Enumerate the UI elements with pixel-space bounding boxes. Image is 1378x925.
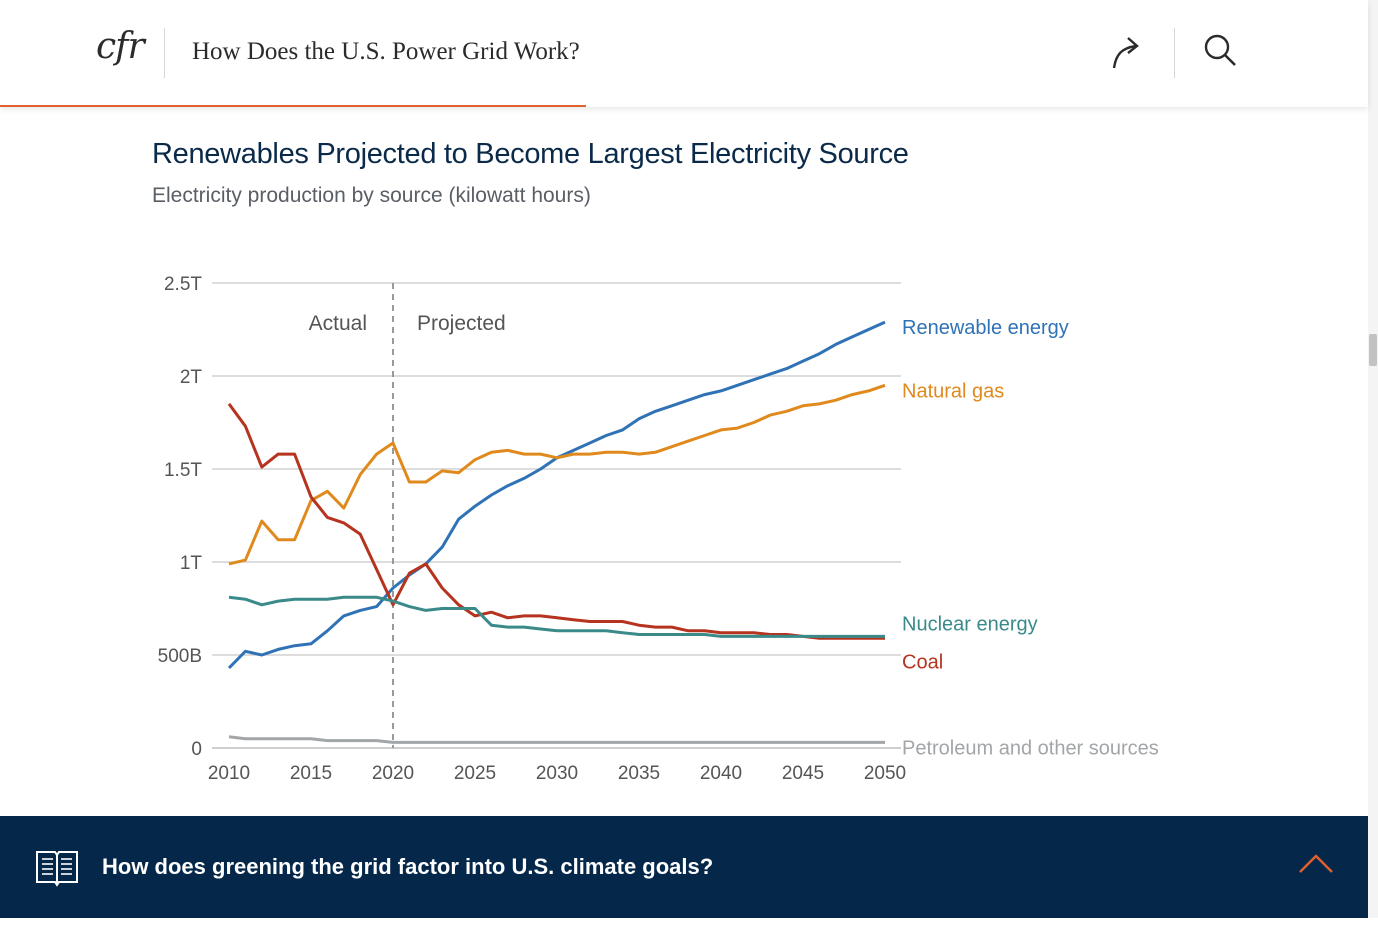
search-icon — [1204, 34, 1236, 66]
top-navigation-bar: cfr How Does the U.S. Power Grid Work? — [0, 0, 1368, 107]
reading-progress-bar — [0, 105, 586, 107]
search-button[interactable] — [1200, 30, 1240, 74]
x-tick-label: 2035 — [618, 763, 660, 784]
series-label-coal: Coal — [902, 651, 943, 673]
scrollbar-thumb[interactable] — [1369, 334, 1377, 366]
share-button[interactable] — [1106, 30, 1146, 74]
series-line-coal — [227, 403, 885, 640]
y-tick-label: 2.5T — [164, 274, 202, 295]
book-icon — [36, 851, 78, 887]
x-tick-label: 2010 — [208, 763, 250, 784]
page-title: How Does the U.S. Power Grid Work? — [192, 38, 580, 65]
series-line-nuclear-energy — [228, 595, 885, 638]
grid-lines — [212, 282, 901, 749]
header-divider-right — [1174, 28, 1175, 78]
x-tick-label: 2045 — [782, 763, 824, 784]
x-tick-label: 2020 — [372, 763, 414, 784]
y-tick-label: 1.5T — [164, 460, 202, 481]
x-tick-label: 2025 — [454, 763, 496, 784]
page-scrollbar[interactable] — [1368, 0, 1378, 918]
share-arrow-icon — [1112, 37, 1139, 69]
y-tick-label: 1T — [180, 553, 203, 574]
x-tick-label: 2015 — [290, 763, 332, 784]
y-tick-label: 500B — [158, 646, 202, 667]
series-lines — [227, 320, 886, 744]
header-divider — [164, 28, 165, 78]
series-label-petroleum-and-other-sources: Petroleum and other sources — [902, 737, 1159, 759]
x-tick-label: 2040 — [700, 763, 742, 784]
chevron-up-icon[interactable] — [1296, 850, 1336, 876]
related-question-bar[interactable]: How does greening the grid factor into U… — [0, 816, 1368, 918]
series-line-renewable-energy — [227, 320, 886, 670]
series-line-petroleum-and-other-sources — [228, 735, 885, 744]
y-tick-label: 0 — [191, 739, 202, 760]
y-axis-ticks: 0 500B 1T 1.5T 2T 2.5T — [158, 274, 203, 760]
y-tick-label: 2T — [180, 367, 203, 388]
chart-subtitle: Electricity production by source (kilowa… — [152, 184, 591, 207]
series-label-nuclear-energy: Nuclear energy — [902, 613, 1038, 635]
series-line-natural-gas — [228, 383, 886, 566]
page-bottom-edge — [0, 918, 1378, 925]
series-label-renewable-energy: Renewable energy — [902, 317, 1069, 339]
x-tick-label: 2030 — [536, 763, 578, 784]
related-question-text[interactable]: How does greening the grid factor into U… — [102, 854, 714, 879]
series-label-natural-gas: Natural gas — [902, 380, 1004, 402]
projected-label: Projected — [417, 312, 506, 335]
x-tick-label: 2050 — [864, 763, 906, 784]
series-labels: Renewable energy Natural gas Coal Nuclear e… — [902, 317, 1159, 759]
actual-projected-annotation: Actual Projected — [309, 283, 506, 748]
cfr-logo[interactable]: cfr — [96, 26, 145, 67]
actual-label: Actual — [309, 312, 367, 335]
chart-title: Renewables Projected to Become Largest E… — [152, 138, 909, 170]
x-axis-ticks: 2010 2015 2020 2025 2030 2035 2040 2045 2050 — [208, 763, 906, 784]
